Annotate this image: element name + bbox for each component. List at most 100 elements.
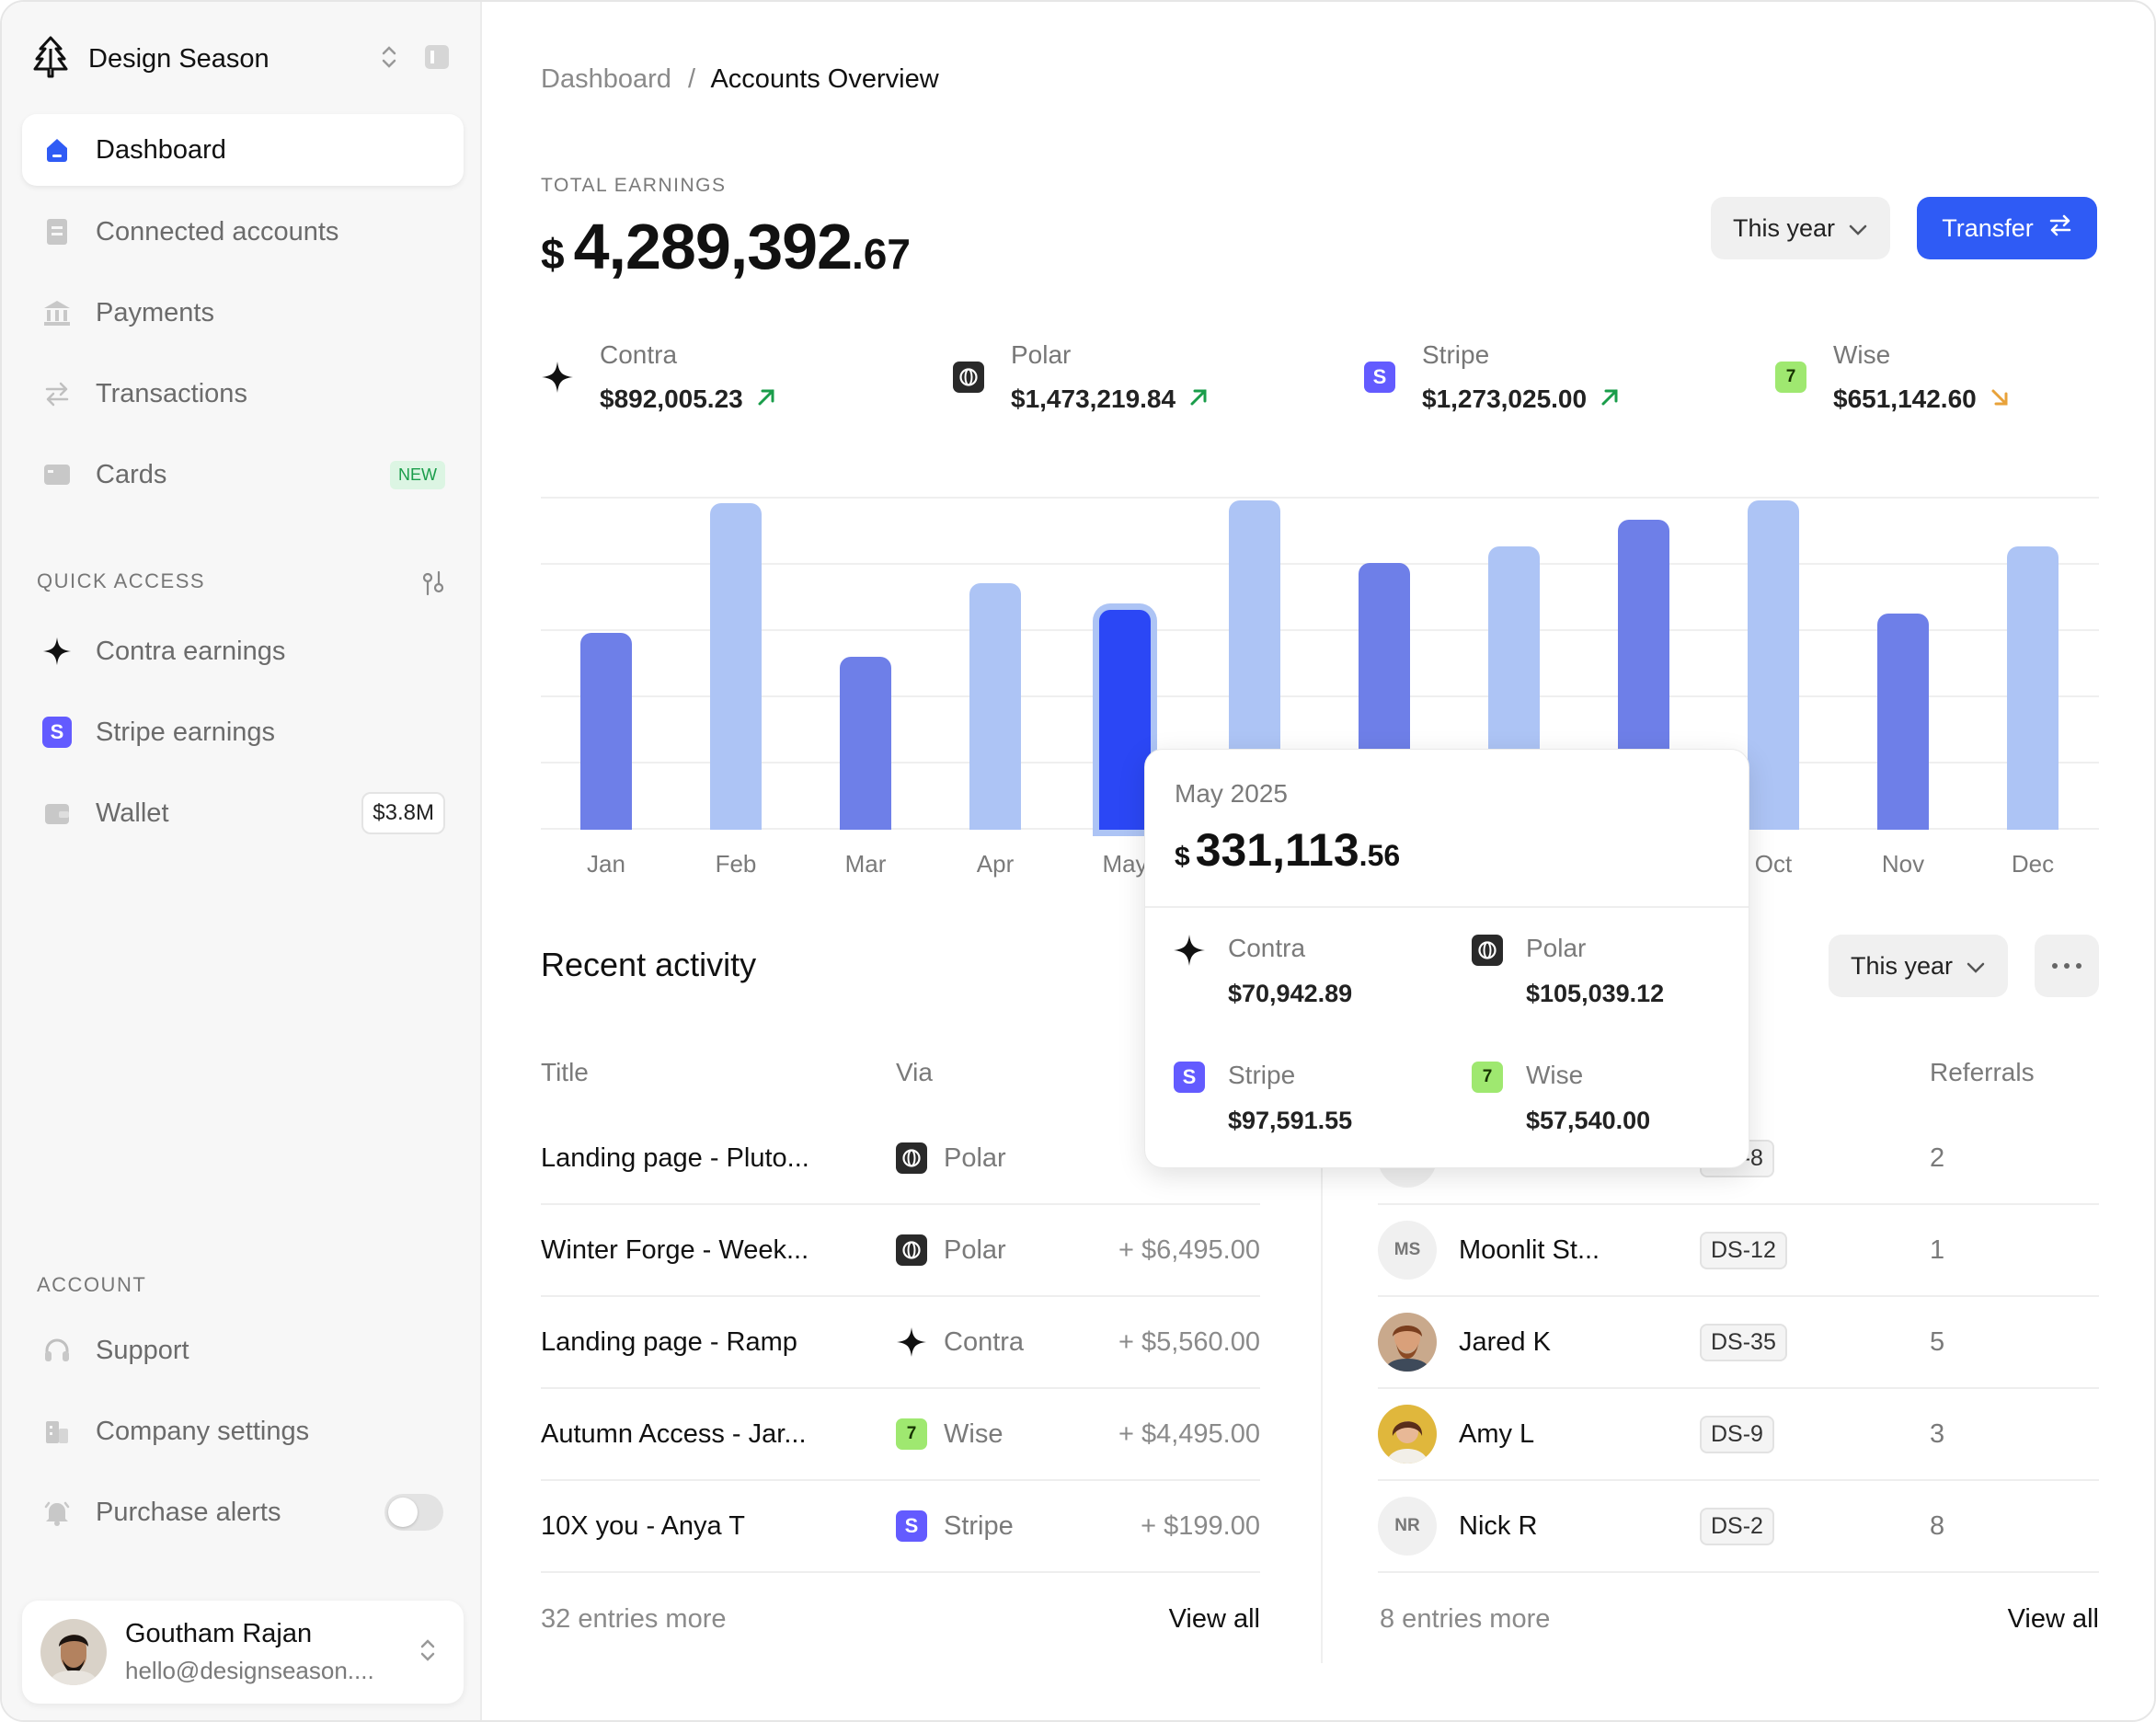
home-icon bbox=[42, 135, 72, 165]
sidebar-item-dashboard[interactable]: Dashboard bbox=[22, 114, 464, 186]
sliders-icon[interactable] bbox=[419, 569, 447, 603]
transfer-button[interactable]: Transfer bbox=[1917, 197, 2097, 259]
recent-activity-title: Recent activity bbox=[541, 946, 757, 983]
sidebar-item-label: Purchase alerts bbox=[96, 1497, 281, 1527]
sidebar-item-support[interactable]: Support bbox=[22, 1314, 464, 1386]
workspace-switcher[interactable]: Design Season bbox=[33, 33, 451, 85]
new-badge: NEW bbox=[390, 460, 445, 489]
via-name: Polar bbox=[944, 1142, 1006, 1173]
month-label: Nov bbox=[1881, 850, 1925, 878]
chart-bar-dec[interactable] bbox=[2007, 546, 2059, 830]
total-earnings-label: TOTAL EARNINGS bbox=[541, 175, 727, 196]
table-row[interactable]: Autumn Access - Jar... 7 Wise + $4,495.00 bbox=[541, 1389, 1260, 1481]
provider-contra: Contra $892,005.23 bbox=[541, 340, 776, 414]
sidebar-item-label: Dashboard bbox=[96, 134, 226, 165]
more-options-button[interactable] bbox=[2035, 935, 2099, 997]
referral-code: DS-9 bbox=[1700, 1415, 1774, 1453]
activity-title: 10X you - Anya T bbox=[541, 1510, 745, 1541]
tooltip-polar: Polar $105,039.12 bbox=[1471, 934, 1664, 1008]
table-row[interactable]: MS Moonlit St... DS-12 1 bbox=[1378, 1205, 2099, 1297]
chart-bar-nov[interactable] bbox=[1877, 614, 1929, 830]
activity-amount: + $6,495.00 bbox=[1118, 1234, 1260, 1265]
tooltip-total: $ 331,113 .56 bbox=[1175, 823, 1400, 877]
chart-bar-jan[interactable] bbox=[580, 633, 632, 830]
provider-name: Polar bbox=[1011, 340, 1072, 369]
chevron-down-icon bbox=[1953, 952, 1986, 981]
sidebar-item-cards[interactable]: Cards NEW bbox=[22, 439, 464, 511]
earnings-decimal: .67 bbox=[852, 230, 911, 278]
sidebar-toggle-icon[interactable] bbox=[423, 43, 451, 75]
avatar: MS bbox=[1378, 1221, 1437, 1280]
tooltip-item-name: Polar bbox=[1526, 934, 1587, 962]
activity-amount: + $5,560.00 bbox=[1118, 1326, 1260, 1357]
via-name: Wise bbox=[944, 1418, 1003, 1449]
building-icon bbox=[42, 1417, 72, 1446]
avatar-initials: NR bbox=[1394, 1516, 1420, 1535]
month-label: Jan bbox=[587, 850, 625, 878]
column-title: Title bbox=[541, 1058, 589, 1086]
chart-bar-apr[interactable] bbox=[969, 583, 1021, 830]
wise-logo-icon: 7 bbox=[1774, 361, 1807, 394]
ellipsis-icon bbox=[2051, 958, 2082, 974]
table-row[interactable]: Jared K DS-35 5 bbox=[1378, 1297, 2099, 1389]
stripe-logo-icon: S bbox=[42, 717, 72, 748]
sidebar-item-stripe-earnings[interactable]: S Stripe earnings bbox=[22, 696, 464, 768]
table-row[interactable]: Winter Forge - Week... Polar + $6,495.00 bbox=[541, 1205, 1260, 1297]
provider-wise: 7 Wise $651,142.60 bbox=[1774, 340, 2010, 414]
table-row[interactable]: 10X you - Anya T S Stripe + $199.00 bbox=[541, 1481, 1260, 1573]
month-label: Dec bbox=[2011, 850, 2055, 878]
tooltip-item-name: Contra bbox=[1228, 934, 1306, 962]
referral-code: DS-2 bbox=[1700, 1507, 1774, 1545]
chart-bar-mar[interactable] bbox=[840, 657, 891, 830]
sidebar-item-label: Wallet bbox=[96, 798, 169, 828]
sidebar-item-contra-earnings[interactable]: Contra earnings bbox=[22, 615, 464, 687]
chart-bar-oct[interactable] bbox=[1748, 500, 1799, 830]
quick-access-heading: QUICK ACCESS bbox=[37, 569, 206, 592]
referral-count: 2 bbox=[1930, 1142, 1945, 1173]
provider-stripe: S Stripe $1,273,025.00 bbox=[1363, 340, 1620, 414]
chevron-updown-icon[interactable] bbox=[379, 43, 399, 75]
stripe-logo-icon: S bbox=[896, 1510, 927, 1542]
referral-name: Moonlit St... bbox=[1459, 1234, 1600, 1265]
account-heading: ACCOUNT bbox=[37, 1273, 147, 1296]
user-menu[interactable]: Goutham Rajan hello@designseason.... bbox=[22, 1601, 464, 1704]
polar-logo-icon bbox=[896, 1234, 927, 1266]
period-dropdown[interactable]: This year bbox=[1711, 197, 1891, 259]
referrals-view-all-link[interactable]: View all bbox=[2007, 1604, 2099, 1634]
gridline bbox=[541, 695, 2099, 697]
referrals-period-dropdown[interactable]: This year bbox=[1829, 935, 2009, 997]
stripe-logo-icon: S bbox=[1173, 1061, 1206, 1094]
trend-up-icon bbox=[1587, 385, 1620, 414]
purchase-alerts-toggle[interactable] bbox=[384, 1494, 443, 1531]
via-name: Contra bbox=[944, 1326, 1025, 1357]
table-row[interactable]: Amy L DS-9 3 bbox=[1378, 1389, 2099, 1481]
month-label: Feb bbox=[715, 850, 757, 878]
period-label: This year bbox=[1733, 213, 1836, 242]
provider-name: Contra bbox=[600, 340, 678, 369]
sidebar-item-label: Contra earnings bbox=[96, 636, 286, 666]
activity-view-all-link[interactable]: View all bbox=[1168, 1604, 1260, 1634]
activity-title: Autumn Access - Jar... bbox=[541, 1418, 807, 1449]
contra-star-icon bbox=[541, 361, 574, 394]
chart-tooltip: May 2025 $ 331,113 .56 Contra $70,942.89 … bbox=[1144, 749, 1749, 1168]
sidebar-item-payments[interactable]: Payments bbox=[22, 277, 464, 349]
breadcrumb-dashboard[interactable]: Dashboard bbox=[541, 64, 671, 94]
chart-bar-may[interactable] bbox=[1099, 610, 1151, 830]
sidebar-item-company-settings[interactable]: Company settings bbox=[22, 1395, 464, 1467]
sidebar-item-connected-accounts[interactable]: Connected accounts bbox=[22, 196, 464, 268]
table-row[interactable]: Landing page - Ramp Contra + $5,560.00 bbox=[541, 1297, 1260, 1389]
trend-down-icon bbox=[1977, 385, 2010, 414]
sidebar-item-transactions[interactable]: Transactions bbox=[22, 358, 464, 430]
gridline bbox=[541, 629, 2099, 631]
provider-value: $1,473,219.84 bbox=[1011, 385, 1176, 413]
chart-bar-feb[interactable] bbox=[710, 503, 762, 830]
activity-via: Polar bbox=[896, 1142, 1061, 1174]
sidebar-item-wallet[interactable]: Wallet $3.8M bbox=[22, 777, 464, 849]
activity-amount: + $199.00 bbox=[1141, 1510, 1260, 1541]
table-row[interactable]: NR Nick R DS-2 8 bbox=[1378, 1481, 2099, 1573]
user-info: Goutham Rajan hello@designseason.... bbox=[125, 1619, 418, 1685]
avatar bbox=[1378, 1313, 1437, 1372]
tooltip-item-value: $57,540.00 bbox=[1526, 1107, 1651, 1134]
column-via: Via bbox=[896, 1058, 933, 1086]
gridline bbox=[541, 563, 2099, 565]
